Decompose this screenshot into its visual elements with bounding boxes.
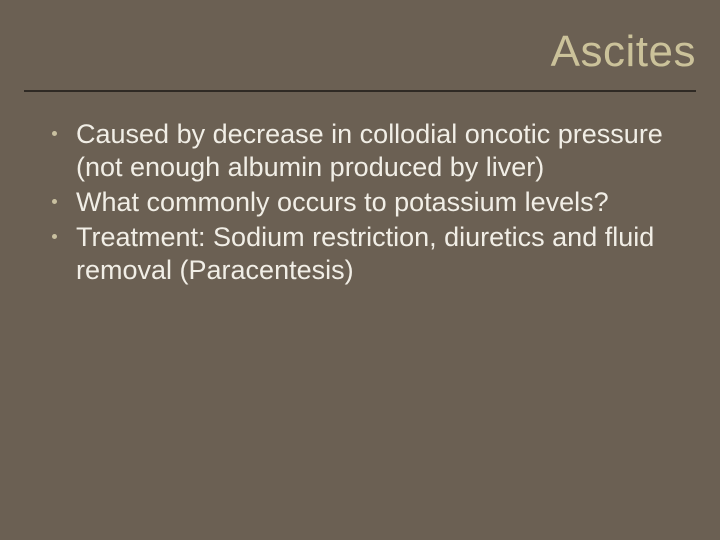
bullet-list: Caused by decrease in collodial oncotic … <box>48 118 684 287</box>
list-item: Caused by decrease in collodial oncotic … <box>48 118 684 184</box>
list-item-text: What commonly occurs to potassium levels… <box>76 187 609 217</box>
slide: Ascites Caused by decrease in collodial … <box>0 0 720 540</box>
title-underline <box>24 90 696 92</box>
title-area: Ascites <box>24 28 696 82</box>
list-item: Treatment: Sodium restriction, diuretics… <box>48 221 684 287</box>
bullet-dot-icon <box>52 234 57 239</box>
list-item-text: Treatment: Sodium restriction, diuretics… <box>76 222 654 285</box>
list-item-text: Caused by decrease in collodial oncotic … <box>76 119 663 182</box>
bullet-dot-icon <box>52 131 57 136</box>
list-item: What commonly occurs to potassium levels… <box>48 186 684 219</box>
bullet-dot-icon <box>52 199 57 204</box>
body-area: Caused by decrease in collodial oncotic … <box>48 118 684 289</box>
slide-title: Ascites <box>24 28 696 76</box>
